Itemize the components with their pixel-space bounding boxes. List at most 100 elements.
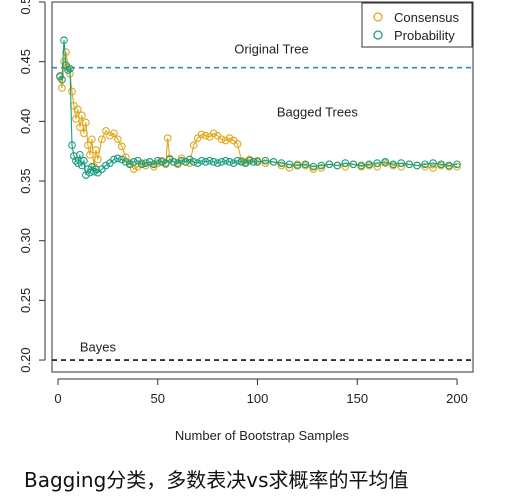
- data-point-probability: [113, 154, 122, 163]
- y-tick-label: 0.35: [18, 168, 33, 193]
- annotation-bagged-trees: Bagged Trees: [277, 105, 358, 120]
- data-point-probability: [78, 161, 86, 170]
- data-point-consensus: [209, 129, 218, 138]
- data-point-consensus: [121, 153, 130, 162]
- data-point-probability: [189, 158, 198, 166]
- data-point-consensus: [277, 161, 286, 170]
- series-line-probability: [59, 40, 458, 176]
- series-layer: [56, 36, 461, 179]
- data-point-probability: [76, 150, 84, 159]
- x-axis: 0 50 100 150 200: [54, 378, 468, 406]
- data-point-consensus: [217, 135, 226, 144]
- series-line-consensus: [59, 51, 457, 170]
- legend-box: [361, 2, 473, 48]
- legend-marker-probability: [373, 30, 383, 40]
- plot-frame: [51, 1, 474, 373]
- data-point-probability: [405, 160, 414, 169]
- data-point-probability: [373, 159, 382, 167]
- legend-label-probability: Probability: [394, 28, 455, 43]
- data-point-consensus: [68, 87, 76, 96]
- reference-lines: [52, 66, 473, 361]
- data-point-consensus: [92, 146, 100, 154]
- data-point-probability: [165, 155, 174, 164]
- annotation-bayes: Bayes: [80, 340, 117, 355]
- data-point-probability: [209, 158, 218, 166]
- data-point-probability: [185, 155, 194, 164]
- data-point-consensus: [189, 141, 198, 150]
- data-point-probability: [261, 156, 270, 165]
- x-tick-label: 50: [151, 391, 165, 406]
- data-point-probability: [249, 158, 258, 166]
- data-point-probability: [277, 159, 286, 167]
- legend: Consensus Probability: [361, 2, 473, 48]
- y-tick-label: 0.45: [18, 49, 33, 74]
- data-point-probability: [309, 162, 318, 171]
- data-point-consensus: [86, 150, 94, 159]
- data-point-probability: [60, 36, 68, 45]
- data-point-probability: [349, 160, 358, 169]
- data-point-consensus: [197, 130, 206, 139]
- data-point-consensus: [129, 165, 138, 173]
- data-point-probability: [233, 156, 242, 165]
- data-point-probability: [201, 158, 210, 166]
- data-point-consensus: [117, 142, 126, 151]
- data-point-consensus: [84, 141, 92, 150]
- data-point-probability: [245, 156, 254, 165]
- data-point-consensus: [163, 134, 172, 142]
- x-tick-label: 150: [346, 391, 368, 406]
- data-point-probability: [325, 160, 334, 169]
- data-point-consensus: [88, 135, 96, 144]
- data-point-probability: [145, 158, 154, 166]
- data-point-consensus: [110, 129, 118, 138]
- data-point-consensus: [76, 123, 84, 132]
- data-point-probability: [177, 156, 186, 165]
- data-point-probability: [153, 156, 162, 165]
- data-point-probability: [66, 64, 74, 73]
- data-point-probability: [429, 159, 437, 167]
- data-point-probability: [72, 156, 80, 165]
- data-point-probability: [102, 161, 110, 170]
- data-point-consensus: [82, 118, 90, 127]
- data-point-consensus: [98, 135, 106, 144]
- data-point-probability: [389, 160, 398, 169]
- data-point-consensus: [429, 164, 437, 172]
- data-point-probability: [157, 158, 166, 166]
- data-point-consensus: [225, 134, 234, 142]
- data-point-consensus: [72, 115, 80, 123]
- data-point-consensus: [261, 159, 270, 167]
- data-point-consensus: [62, 48, 70, 56]
- data-point-probability: [269, 158, 278, 166]
- data-point-probability: [365, 160, 374, 169]
- data-point-probability: [453, 160, 461, 169]
- x-tick-label: 200: [446, 391, 468, 406]
- data-point-probability: [285, 160, 294, 169]
- annotations: Original Tree Bagged Trees Bayes: [80, 41, 359, 354]
- data-point-probability: [88, 162, 96, 171]
- data-point-probability: [125, 160, 134, 169]
- data-point-probability: [221, 156, 230, 165]
- data-point-probability: [225, 158, 234, 166]
- data-point-probability: [58, 75, 66, 84]
- series-probability: [56, 36, 461, 179]
- data-point-probability: [121, 158, 130, 166]
- data-point-probability: [301, 160, 310, 169]
- data-point-probability: [333, 161, 342, 170]
- data-point-probability: [241, 159, 250, 167]
- data-point-consensus: [201, 131, 210, 140]
- data-point-probability: [141, 159, 150, 167]
- data-point-consensus: [78, 111, 86, 120]
- annotation-original-tree: Original Tree: [234, 41, 308, 56]
- data-point-probability: [64, 66, 72, 74]
- data-point-consensus: [421, 162, 429, 171]
- data-point-probability: [341, 159, 350, 167]
- data-point-probability: [357, 161, 366, 170]
- data-point-probability: [117, 155, 126, 164]
- data-point-probability: [229, 159, 238, 167]
- data-point-probability: [193, 159, 202, 167]
- data-point-probability: [293, 161, 302, 170]
- data-point-consensus: [233, 140, 242, 148]
- x-tick-label: 0: [54, 391, 61, 406]
- x-tick-label: 100: [247, 391, 269, 406]
- data-point-consensus: [309, 165, 318, 173]
- y-tick-label: 0.20: [18, 347, 33, 372]
